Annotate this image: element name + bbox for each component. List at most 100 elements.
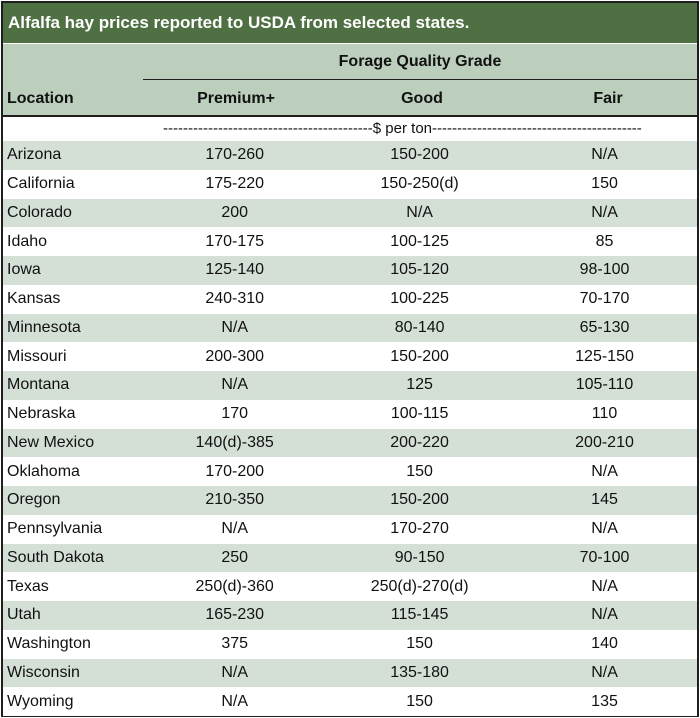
cell-premium: 210-350 [205,491,265,509]
cell-fair: N/A [591,577,618,595]
table-row: Pennsylvania N/A 170-270 N/A [3,514,697,544]
cell-premium: N/A [221,692,249,710]
cell-good: 100-225 [390,290,449,308]
cell-premium: 140(d)-385 [195,433,274,451]
group-header-forage-quality: Forage Quality Grade [143,44,697,80]
column-header-good: Good [401,90,443,107]
cell-premium: 200-300 [205,347,265,365]
cell-good: 150 [406,635,433,653]
cell-good: 200-220 [390,433,449,451]
cell-fair: 150 [591,175,618,193]
cell-premium: 170-175 [205,232,265,250]
cell-location: Texas [7,577,49,595]
cell-fair: N/A [591,462,618,480]
table-row: Oregon 210-350 150-200 145 [3,486,697,515]
cell-location: Iowa [7,261,41,279]
column-header-location: Location [7,90,74,107]
cell-premium: N/A [221,318,249,336]
cell-fair: 70-100 [579,548,630,566]
table-row: Montana N/A 125 105-110 [3,371,697,400]
cell-location: California [7,175,75,193]
cell-fair: 65-130 [579,318,630,336]
column-header-fair: Fair [593,90,623,107]
cell-premium: N/A [221,376,249,394]
cell-good: 150-200 [390,491,449,509]
cell-location: Missouri [7,347,67,365]
cell-fair: 200-210 [575,433,634,451]
cell-location: Utah [7,606,41,624]
cell-location: Arizona [7,146,62,164]
table-row: Oklahoma 170-200 150 N/A [3,457,697,486]
cell-premium: 175-220 [205,175,265,193]
cell-location: Oklahoma [7,462,80,480]
cell-location: Kansas [7,290,61,308]
cell-premium: 170 [221,405,249,423]
cell-fair: 145 [591,491,618,509]
cell-good: 150-200 [390,347,449,365]
cell-fair: 140 [591,635,618,653]
table-row: Colorado 200 N/A N/A [3,198,697,228]
table-row: Kansas 240-310 100-225 70-170 [3,284,697,314]
table-body: Arizona 170-260 150-200 N/A California 175-22… [3,141,697,716]
table-row: Nebraska 170 100-115 110 [3,399,697,429]
cell-location: Washington [7,635,91,653]
column-header-premium: Premium+ [197,90,275,107]
cell-location: South Dakota [7,548,104,566]
table-row: Texas 250(d)-360 250(d)-270(d) N/A [3,572,697,601]
table-row: Minnesota N/A 80-140 65-130 [3,313,697,343]
cell-fair: N/A [591,520,618,538]
cell-good: 100-115 [390,405,449,423]
cell-good: 105-120 [390,261,449,279]
cell-fair: 105-110 [575,376,634,394]
cell-location: Oregon [7,491,61,509]
cell-premium: N/A [221,520,249,538]
cell-location: New Mexico [7,433,95,451]
cell-premium: 200 [221,203,249,221]
table-header: Forage Quality Grade Location Premium+ G… [3,43,697,117]
cell-good: 150 [406,692,433,710]
cell-good: 150-200 [390,146,449,164]
cell-fair: 70-170 [579,290,630,308]
cell-fair: 110 [591,405,618,423]
cell-location: Colorado [7,203,72,221]
table-title: Alfalfa hay prices reported to USDA from… [3,3,697,43]
table-row: Iowa 125-140 105-120 98-100 [3,256,697,285]
cell-good: 250(d)-270(d) [370,577,469,595]
table-row: Arizona 170-260 150-200 N/A [3,141,697,170]
table-row: Wyoming N/A 150 135 [3,687,697,716]
cell-good: 80-140 [394,318,445,336]
cell-fair: 125-150 [575,347,634,365]
cell-location: Wyoming [7,692,74,710]
cell-good: 125 [406,376,433,394]
table-row: Idaho 170-175 100-125 85 [3,227,697,256]
cell-location: Wisconsin [7,663,80,681]
cell-good: 150-250(d) [380,175,459,193]
cell-fair: N/A [591,146,618,164]
cell-good: 100-125 [390,232,449,250]
cell-premium: N/A [221,663,249,681]
cell-fair: 85 [595,232,614,250]
table-row: New Mexico 140(d)-385 200-220 200-210 [3,428,697,458]
table-row: Washington 375 150 140 [3,629,697,659]
table-row: South Dakota 250 90-150 70-100 [3,543,697,573]
cell-good: N/A [406,203,433,221]
cell-good: 115-145 [390,606,449,624]
cell-location: Pennsylvania [7,520,103,538]
cell-good: 135-180 [390,663,449,681]
units-row: ----------------------------------------… [3,117,697,141]
cell-location: Nebraska [7,405,76,423]
table-row: California 175-220 150-250(d) 150 [3,169,697,199]
cell-premium: 250(d)-360 [195,577,274,595]
table-row: Utah 165-230 115-145 N/A [3,601,697,630]
cell-location: Montana [7,376,70,394]
cell-premium: 240-310 [205,290,265,308]
cell-premium: 250 [221,548,249,566]
cell-fair: 98-100 [579,261,630,279]
table-row: Wisconsin N/A 135-180 N/A [3,658,697,688]
cell-fair: N/A [591,203,618,221]
cell-fair: N/A [591,606,618,624]
cell-premium: 170-200 [205,462,265,480]
cell-good: 150 [406,462,433,480]
cell-premium: 375 [221,635,249,653]
